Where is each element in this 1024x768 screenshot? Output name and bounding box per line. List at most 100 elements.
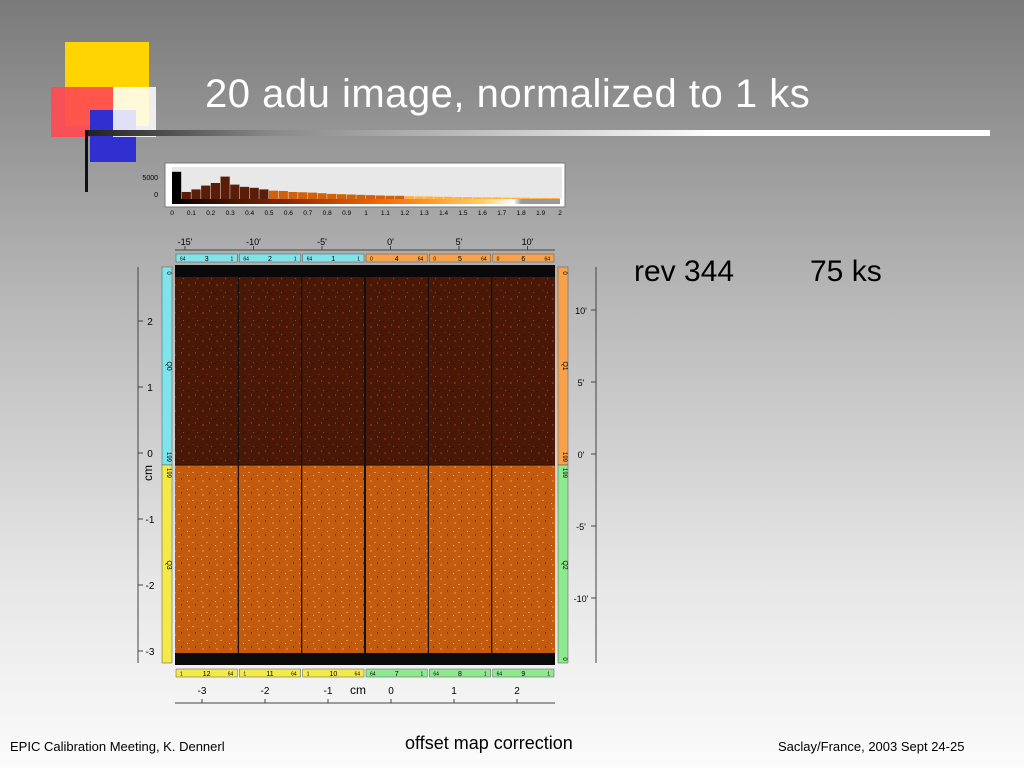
histogram-x-tick: 1.3	[420, 210, 429, 217]
right-arcmin-tick-label: -10'	[574, 594, 589, 604]
title-underline	[88, 130, 990, 136]
left-cm-tick-label: -3	[146, 647, 155, 658]
histogram-bar	[278, 191, 288, 199]
ccd-label-right: 64	[481, 257, 487, 263]
histogram-x-tick: 1.5	[458, 210, 467, 217]
histogram-bar	[366, 195, 376, 199]
histogram-x-tick: 1.8	[517, 210, 526, 217]
ccd-label-box	[239, 253, 301, 263]
histogram-bar	[230, 184, 240, 199]
histogram-bar	[336, 194, 347, 199]
left-q0-end-label: 0	[165, 271, 171, 275]
ccd-label-box	[492, 253, 555, 263]
ccd-label-right: 64	[291, 672, 297, 678]
ccd-label-right: 1	[547, 672, 550, 678]
histogram-x-tick: 0.2	[206, 210, 215, 217]
ccd-label-left: 0	[370, 257, 373, 263]
left-axis-label: cm	[141, 465, 155, 481]
left-q3-label: Q3	[165, 560, 172, 569]
bottom-cm-tick-label: 2	[514, 686, 520, 697]
histogram-bar	[443, 196, 453, 199]
top-arcmin-tick-label: -10'	[246, 237, 261, 247]
ccd-label-right: 64	[544, 257, 550, 263]
left-cm-tick-label: -2	[146, 581, 155, 592]
histogram-bar	[220, 176, 230, 199]
histogram-x-tick: 1	[364, 210, 368, 217]
histogram-bar	[511, 197, 521, 199]
ccd-label-left: 64	[180, 257, 186, 263]
ccd-label-right: 1	[231, 257, 234, 263]
histogram-bar	[172, 171, 182, 199]
histogram-bar	[181, 191, 191, 199]
right-q1-end-label: 0	[561, 271, 567, 275]
histogram-bar	[463, 197, 473, 199]
ccd-label-right: 64	[228, 672, 234, 678]
histogram-bar	[453, 197, 463, 199]
ccd-labels-top: 64 3 1 64 2 1 64 1 1 0 4 64 0 5 64 0 6 64	[175, 253, 555, 263]
ccd-label-box	[302, 253, 365, 263]
histogram-bar	[521, 197, 531, 199]
ccd-label-box	[302, 668, 365, 678]
bottom-cm-tick-label: -3	[198, 686, 207, 697]
ccd-label-id: 2	[268, 256, 272, 263]
bottom-cm-tick-label: -1	[324, 686, 333, 697]
ccd-dividers	[175, 277, 555, 653]
right-mid-top-label: 199	[561, 452, 567, 463]
ccd-label-id: 9	[521, 671, 525, 678]
ccd-label-right: 1	[421, 672, 424, 678]
bottom-cm-tick-label: 0	[388, 686, 394, 697]
ccd-label-box	[429, 253, 491, 263]
histogram-x-tick: 0.8	[323, 210, 332, 217]
left-cm-tick-label: 0	[147, 449, 153, 460]
image-top-black-band	[175, 265, 555, 277]
histogram-bar	[395, 195, 405, 199]
ccd-label-left: 64	[243, 257, 249, 263]
ccd-label-right: 1	[357, 257, 360, 263]
histogram-bar	[346, 194, 356, 199]
right-arcmin-tick-label: -5'	[576, 522, 586, 532]
histogram-x-tick: 0.7	[303, 210, 312, 217]
left-cm-tick-label: 1	[147, 383, 153, 394]
histogram-bar	[414, 196, 424, 199]
footer-right: Saclay/France, 2003 Sept 24-25	[778, 739, 965, 754]
ccd-label-id: 3	[205, 256, 209, 263]
histogram-bar	[249, 187, 259, 199]
histogram-bar	[540, 198, 550, 199]
histogram-bar	[210, 183, 220, 199]
ccd-label-id: 8	[458, 671, 462, 678]
ccd-label-right: 1	[484, 672, 487, 678]
ccd-label-left: 1	[180, 672, 183, 678]
left-q3-bar	[161, 464, 173, 664]
ccd-label-box	[175, 253, 238, 263]
image-bottom-black-band	[175, 653, 555, 665]
histogram-bar	[239, 186, 250, 199]
ccd-label-right: 64	[418, 257, 424, 263]
logo-white-square	[113, 87, 156, 137]
right-q2-end-label: 0	[561, 657, 567, 661]
histogram-bar	[307, 192, 317, 199]
right-arcmin-tick-label: 10'	[575, 306, 587, 316]
histogram-bar	[385, 195, 395, 199]
histogram-bar	[404, 196, 414, 199]
right-q1-label: Q1	[561, 361, 568, 370]
bottom-cm-ticks: -3 -2 -1 0 1 2	[198, 686, 520, 703]
left-mid-label: 199	[165, 452, 171, 463]
histogram-colorbar	[172, 199, 560, 204]
histogram-x-tick: 1.9	[536, 210, 545, 217]
histogram-x-tick: 1.7	[497, 210, 506, 217]
top-arcmin-tick-label: 5'	[456, 237, 463, 247]
right-arcmin-tick-label: 0'	[578, 450, 585, 460]
histogram-bar	[482, 197, 492, 199]
left-q3-start-label: 199	[165, 468, 171, 479]
histogram-x-tick: 0.4	[245, 210, 254, 217]
top-arcmin-tick-label: 0'	[387, 237, 394, 247]
histogram-bar	[327, 193, 337, 199]
histogram-x-tick: 1.1	[381, 210, 390, 217]
ccd-label-left: 0	[497, 257, 500, 263]
histogram-bar	[424, 196, 434, 199]
ccd-label-box	[365, 253, 428, 263]
top-arcmin-tick-label: -15'	[178, 237, 193, 247]
ccd-label-left: 0	[433, 257, 436, 263]
histogram-x-tick: 2	[558, 210, 562, 217]
revolution-label: rev 344	[634, 255, 735, 288]
